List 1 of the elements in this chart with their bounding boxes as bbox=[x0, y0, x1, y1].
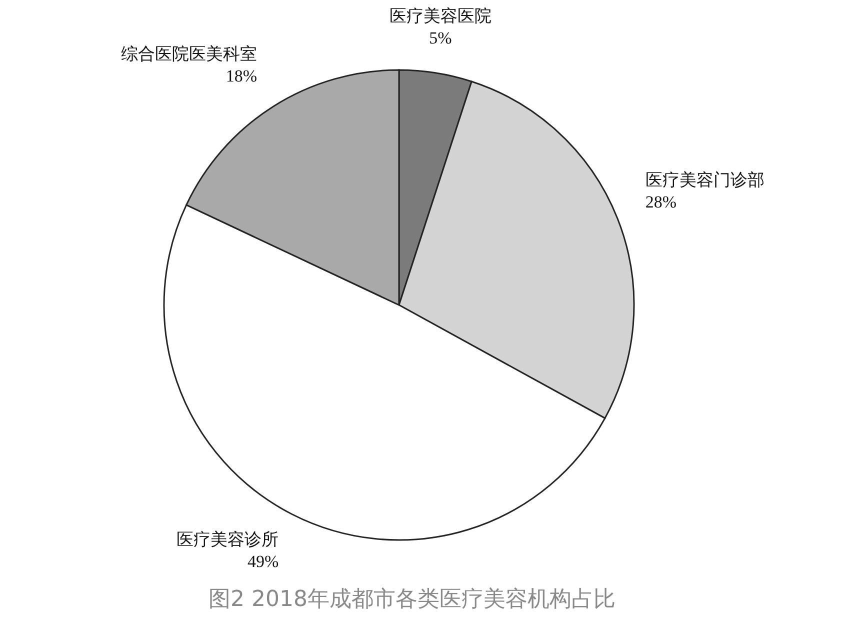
text: 图2 2018年成都市各类医疗美容机构占比 bbox=[208, 587, 616, 612]
